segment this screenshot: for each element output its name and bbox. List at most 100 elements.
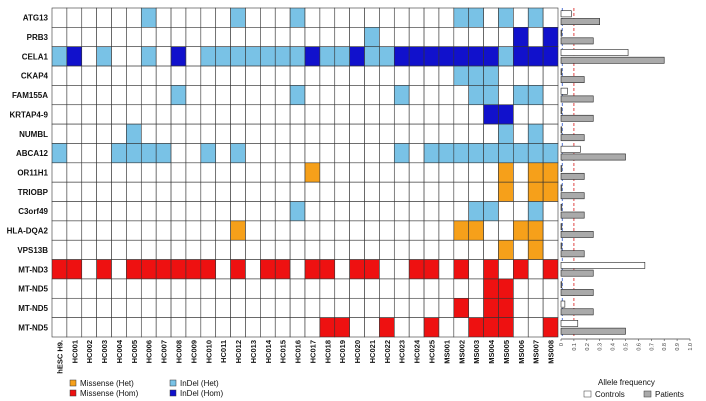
heatmap-cell xyxy=(230,278,246,299)
heatmap-cell xyxy=(155,181,172,202)
heatmap-cell xyxy=(170,27,187,48)
heatmap-cell xyxy=(96,239,112,260)
heatmap-cell xyxy=(527,297,544,318)
heatmap-cell xyxy=(408,27,425,48)
heatmap-cell xyxy=(274,7,291,28)
heatmap-cell xyxy=(513,201,529,222)
heatmap-cell xyxy=(289,239,306,260)
heatmap-cell xyxy=(423,181,440,202)
heatmap-cell xyxy=(170,85,187,106)
heatmap-cell xyxy=(289,143,306,164)
heatmap-cell xyxy=(200,239,217,260)
heatmap-cell xyxy=(230,297,246,318)
frequency-legend-label: Patients xyxy=(655,390,684,399)
heatmap-cell xyxy=(140,201,157,222)
heatmap-cell xyxy=(260,278,276,299)
sample-label: HC024 xyxy=(413,339,422,363)
heatmap-cell xyxy=(364,297,380,318)
heatmap-cell xyxy=(334,46,350,67)
heatmap-cell xyxy=(155,46,172,67)
heatmap-cell xyxy=(513,27,529,48)
heatmap-cell xyxy=(468,123,484,144)
heatmap-cell xyxy=(513,259,529,280)
heatmap-cell xyxy=(230,46,246,67)
heatmap-cell xyxy=(542,181,559,202)
heatmap-cell xyxy=(423,220,440,241)
heatmap-cell xyxy=(155,85,172,106)
heatmap-cell xyxy=(319,181,336,202)
heatmap-cell xyxy=(542,239,559,260)
heatmap-cell xyxy=(230,220,246,241)
heatmap-cell xyxy=(498,297,514,318)
heatmap-cell xyxy=(304,239,321,260)
heatmap-cell xyxy=(66,278,83,299)
heatmap-cell xyxy=(81,162,97,183)
gene-label: CKAP4 xyxy=(21,72,49,81)
heatmap-cell xyxy=(349,239,365,260)
patients-bar xyxy=(560,76,585,84)
sample-label: HC004 xyxy=(115,339,124,363)
heatmap-cell xyxy=(498,46,514,67)
sample-label: HC002 xyxy=(85,340,94,363)
heatmap-cell xyxy=(140,104,157,125)
heatmap-cell xyxy=(81,259,97,280)
patients-bar xyxy=(560,192,585,200)
heatmap-cell xyxy=(438,297,455,318)
heatmap-cell xyxy=(513,317,529,338)
frequency-tick-label: 0.8 xyxy=(662,343,668,351)
heatmap-cell xyxy=(542,297,559,318)
heatmap-cell xyxy=(393,65,410,86)
heatmap-cell xyxy=(126,297,142,318)
heatmap-cell xyxy=(140,317,157,338)
heatmap-cell xyxy=(200,162,217,183)
heatmap-cell xyxy=(260,220,276,241)
heatmap-cell xyxy=(274,104,291,125)
heatmap-cell xyxy=(230,123,246,144)
heatmap-cell xyxy=(408,143,425,164)
patients-bar xyxy=(560,231,594,238)
heatmap-cell xyxy=(468,239,484,260)
heatmap-cell xyxy=(542,85,559,106)
frequency-tick-label: 0.1 xyxy=(572,343,578,351)
heatmap-cell xyxy=(513,143,529,164)
heatmap-cell xyxy=(483,201,499,222)
heatmap-cell xyxy=(334,143,350,164)
heatmap-cell xyxy=(438,201,455,222)
heatmap-cell xyxy=(393,85,410,106)
heatmap-cell xyxy=(260,259,276,280)
heatmap-cell xyxy=(140,65,157,86)
heatmap-cell xyxy=(289,123,306,144)
heatmap-cell xyxy=(468,143,484,164)
heatmap-cell xyxy=(542,65,559,86)
heatmap-cell xyxy=(96,85,112,106)
heatmap-cell xyxy=(289,7,306,28)
heatmap-cell xyxy=(274,297,291,318)
heatmap-cell xyxy=(527,220,544,241)
heatmap-cell xyxy=(364,278,380,299)
heatmap-cell xyxy=(527,278,544,299)
gene-label: MT-ND5 xyxy=(18,323,48,332)
heatmap-cell xyxy=(349,278,365,299)
heatmap-cell xyxy=(379,278,395,299)
sample-label: MS003 xyxy=(472,340,481,364)
heatmap-cell xyxy=(408,85,425,106)
heatmap-cell xyxy=(364,201,380,222)
patients-bar xyxy=(560,308,594,316)
heatmap-cell xyxy=(260,297,276,318)
heatmap-cell xyxy=(379,220,395,241)
heatmap-cell xyxy=(200,317,217,338)
heatmap-cell xyxy=(289,317,306,338)
heatmap-cell xyxy=(96,27,112,48)
heatmap-cell xyxy=(498,162,514,183)
heatmap-cell xyxy=(483,7,499,28)
heatmap-cell xyxy=(111,297,127,318)
heatmap-cell xyxy=(96,317,112,338)
heatmap-cell xyxy=(111,143,127,164)
heatmap-cell xyxy=(483,220,499,241)
heatmap-cell xyxy=(527,201,544,222)
controls-bar xyxy=(560,87,568,95)
frequency-legend-swatch xyxy=(583,390,592,398)
heatmap-cell xyxy=(185,85,202,106)
legend-swatch xyxy=(69,379,77,387)
patients-bar xyxy=(560,95,594,103)
